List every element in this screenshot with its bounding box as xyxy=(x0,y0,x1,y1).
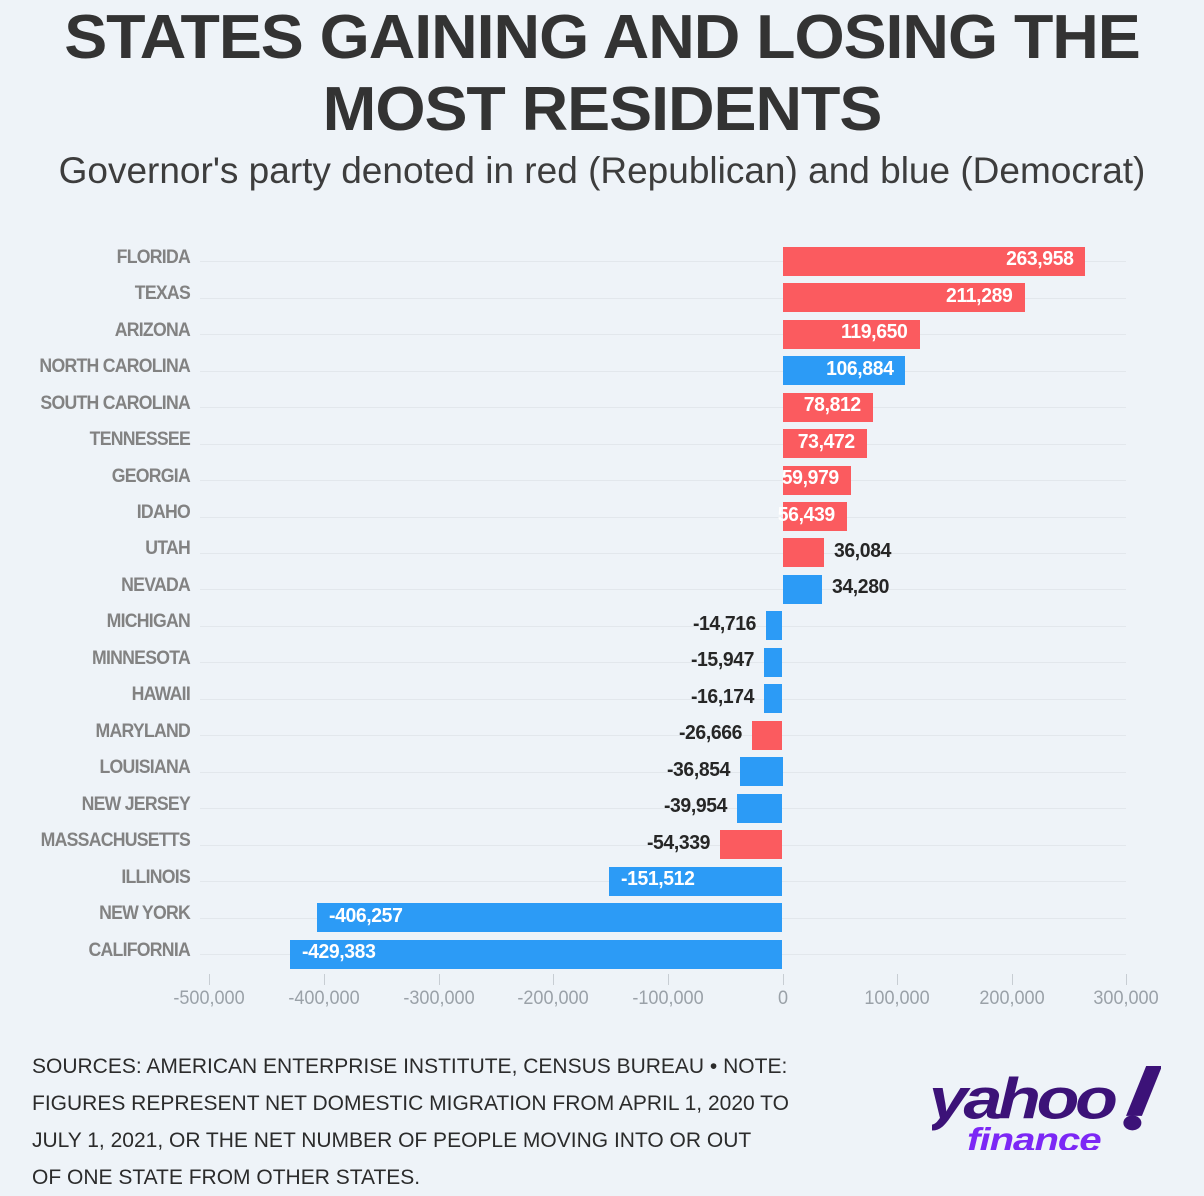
svg-text:finance: finance xyxy=(967,1121,1101,1150)
